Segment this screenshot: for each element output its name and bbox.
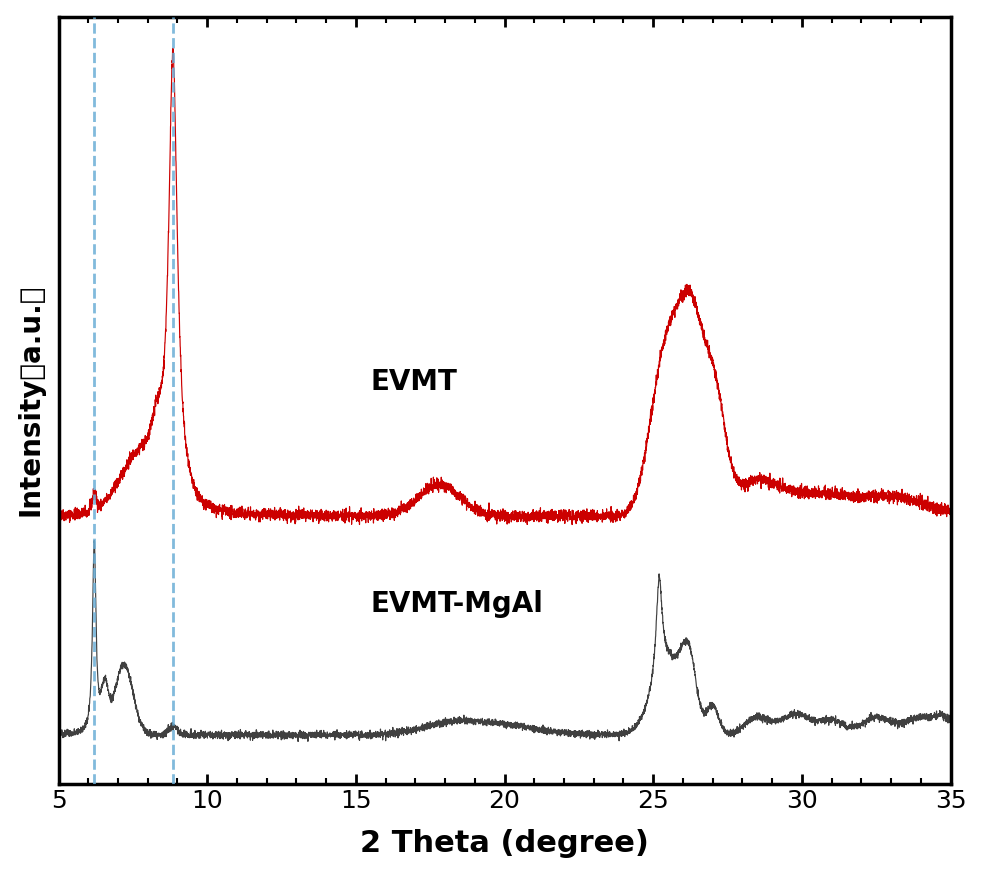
Text: EVMT-MgAl: EVMT-MgAl — [371, 590, 544, 618]
Text: EVMT: EVMT — [371, 368, 458, 396]
Y-axis label: Intensity（a.u.）: Intensity（a.u.） — [17, 284, 44, 516]
X-axis label: 2 Theta (degree): 2 Theta (degree) — [360, 830, 649, 858]
